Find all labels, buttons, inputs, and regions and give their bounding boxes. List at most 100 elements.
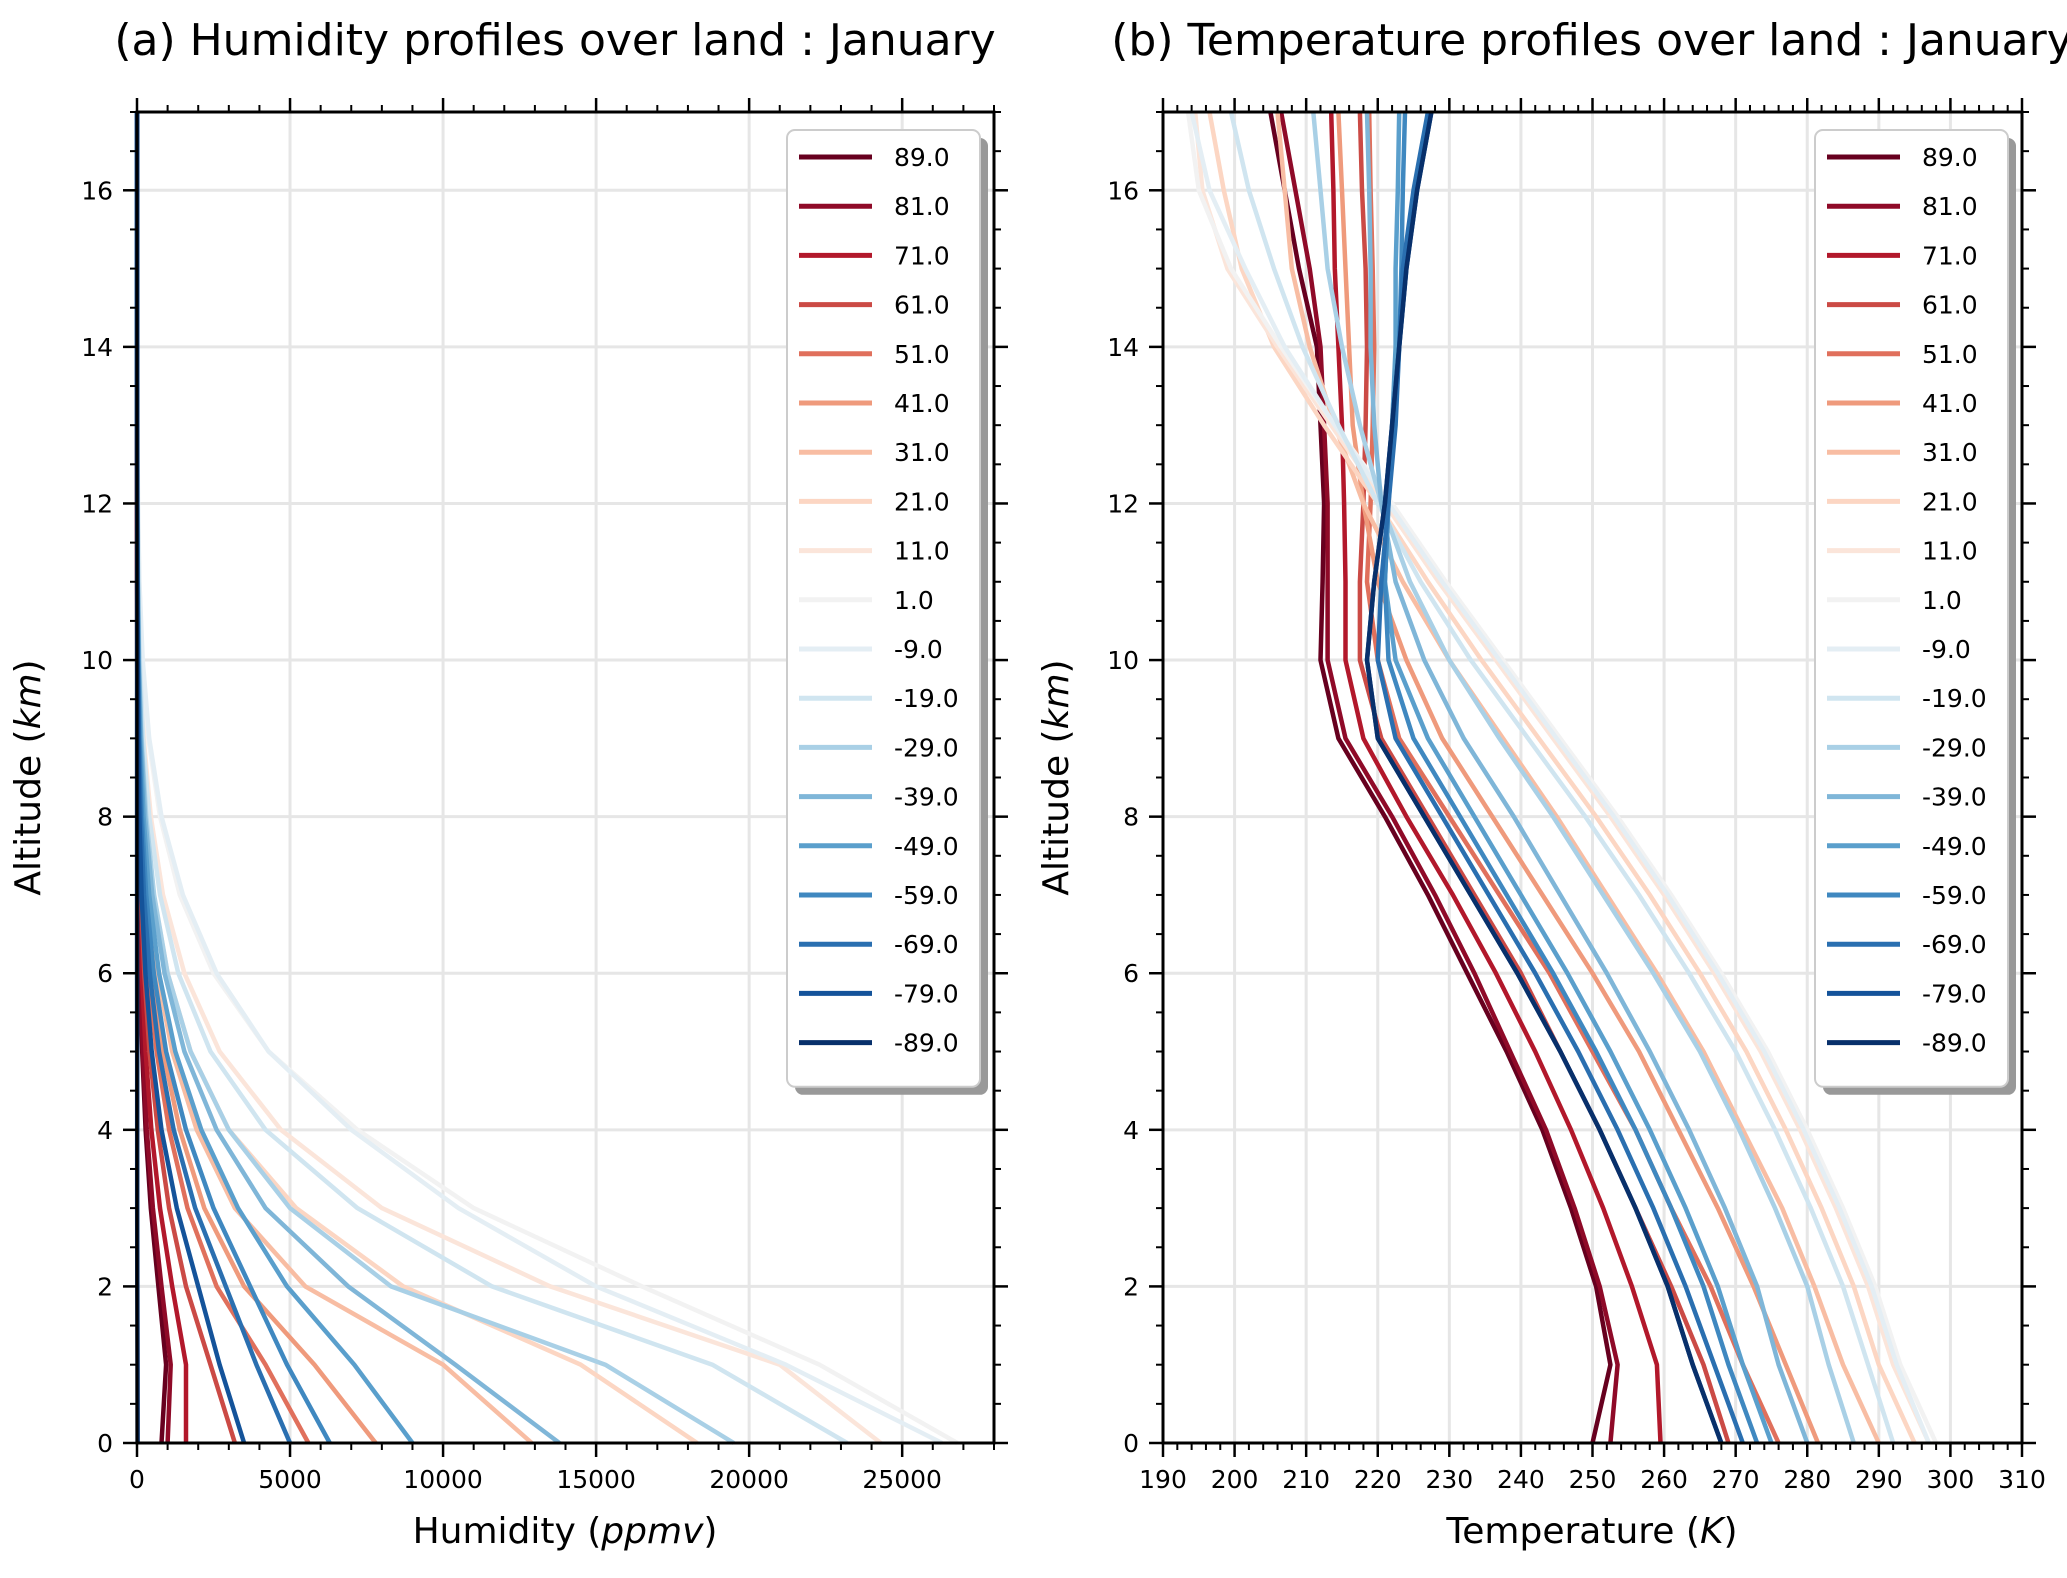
y-tick-label: 0 xyxy=(97,1429,113,1458)
legend-item: 1.0 xyxy=(799,586,934,615)
legend-label: 11.0 xyxy=(894,537,950,566)
x-tick-label: 260 xyxy=(1640,1465,1688,1494)
legend-label: 51.0 xyxy=(1922,340,1978,369)
series-line--39.0 xyxy=(1364,111,1810,1444)
legend-item: -89.0 xyxy=(1827,1029,1987,1058)
chart-title: (a) Humidity profiles over land : Januar… xyxy=(114,15,995,66)
legend-item: 81.0 xyxy=(1827,192,1978,221)
legend: 89.0 81.0 71.0 61.0 51.0 41.0 31.0 21.0 11.0 1.0 -… xyxy=(1814,129,2016,1095)
series-line-89.0 xyxy=(1268,111,1613,1444)
x-tick-label: 210 xyxy=(1282,1465,1330,1494)
legend-label: 11.0 xyxy=(1922,537,1978,566)
legend-label: -29.0 xyxy=(894,733,959,762)
legend-label: -79.0 xyxy=(894,979,959,1008)
legend-label: 1.0 xyxy=(1922,586,1962,615)
legend-item: 89.0 xyxy=(1827,143,1978,172)
legend-label: -89.0 xyxy=(1922,1029,1987,1058)
ticks xyxy=(123,98,1008,1457)
legend-item: -59.0 xyxy=(1827,881,1987,910)
x-tick-label: 270 xyxy=(1712,1465,1760,1494)
series-line--29.0 xyxy=(1311,111,1856,1444)
legend-item: -39.0 xyxy=(1827,783,1987,812)
y-tick-label: 16 xyxy=(81,176,113,205)
x-axis-unit: ppmv xyxy=(600,1511,704,1552)
y-tick-label: 8 xyxy=(97,803,113,832)
legend-label: -19.0 xyxy=(1922,684,1987,713)
legend-label: -89.0 xyxy=(894,1029,959,1058)
series-line-41.0 xyxy=(1336,111,1821,1444)
y-tick-label: 0 xyxy=(1123,1429,1139,1458)
legend-label: 51.0 xyxy=(894,340,950,369)
legend-item: 41.0 xyxy=(799,389,950,418)
x-tick-label: 20000 xyxy=(709,1465,789,1494)
legend-label: -49.0 xyxy=(894,832,959,861)
y-axis-unit: km xyxy=(8,673,49,729)
legend-item: -79.0 xyxy=(799,979,959,1008)
chart-title: (b) Temperature profiles over land : Jan… xyxy=(1111,15,2067,66)
legend-label: 1.0 xyxy=(894,586,934,615)
legend-label: -9.0 xyxy=(1922,635,1971,664)
legend-item: 21.0 xyxy=(799,487,950,516)
x-tick-label: 230 xyxy=(1425,1465,1473,1494)
legend-item: 41.0 xyxy=(1827,389,1978,418)
x-tick-label: 240 xyxy=(1497,1465,1545,1494)
legend-item: 11.0 xyxy=(1827,537,1978,566)
legend-label: -69.0 xyxy=(894,930,959,959)
legend-item: 31.0 xyxy=(799,438,950,467)
x-tick-label: 10000 xyxy=(403,1465,483,1494)
y-axis-label-text: Altitude xyxy=(1036,755,1077,896)
y-tick-label: 6 xyxy=(1123,959,1139,988)
legend-item: -49.0 xyxy=(799,832,959,861)
y-tick-label: 14 xyxy=(1107,333,1139,362)
legend-item: 89.0 xyxy=(799,143,950,172)
legend-label: 89.0 xyxy=(1922,143,1978,172)
y-tick-label: 4 xyxy=(1123,1116,1139,1145)
y-tick-label: 2 xyxy=(97,1272,113,1301)
legend-label: -59.0 xyxy=(1922,881,1987,910)
series-line--19.0 xyxy=(1228,111,1896,1444)
x-tick-label: 250 xyxy=(1569,1465,1617,1494)
temperature-panel: (b) Temperature profiles over land : Jan… xyxy=(1036,15,2067,1552)
legend-item: 71.0 xyxy=(799,241,950,270)
y-tick-label: 12 xyxy=(1107,489,1139,518)
legend-label: 71.0 xyxy=(894,241,950,270)
legend-item: -79.0 xyxy=(1827,979,1987,1008)
legend-item: -69.0 xyxy=(799,930,959,959)
y-axis-label: Altitude (km) xyxy=(8,659,49,895)
legend-label: 21.0 xyxy=(1922,487,1978,516)
series-line-31.0 xyxy=(1275,111,1881,1444)
x-tick-label: 5000 xyxy=(258,1465,322,1494)
x-tick-label: 15000 xyxy=(556,1465,636,1494)
series-line--89.0 xyxy=(1364,111,1724,1444)
y-tick-label: 8 xyxy=(1123,803,1139,832)
legend-item: 61.0 xyxy=(799,291,950,320)
legend-item: 51.0 xyxy=(1827,340,1978,369)
legend-item: 1.0 xyxy=(1827,586,1962,615)
x-tick-label: 0 xyxy=(129,1465,145,1494)
y-tick-label: 16 xyxy=(1107,176,1139,205)
y-tick-label: 10 xyxy=(81,646,113,675)
legend-item: -39.0 xyxy=(799,783,959,812)
legend-item: -89.0 xyxy=(799,1029,959,1058)
legend-label: -29.0 xyxy=(1922,733,1987,762)
series-line-1.0 xyxy=(1185,111,1939,1444)
legend-item: -59.0 xyxy=(799,881,959,910)
x-tick-label: 280 xyxy=(1783,1465,1831,1494)
legend-item: -9.0 xyxy=(799,635,943,664)
series-line--49.0 xyxy=(1382,111,1774,1444)
legend-label: -59.0 xyxy=(894,881,959,910)
legend-label: 81.0 xyxy=(1922,192,1978,221)
x-tick-label: 220 xyxy=(1354,1465,1402,1494)
y-axis-unit: km xyxy=(1036,673,1077,729)
legend-item: -49.0 xyxy=(1827,832,1987,861)
legend-item: 71.0 xyxy=(1827,241,1978,270)
legend-label: -49.0 xyxy=(1922,832,1987,861)
y-tick-label: 12 xyxy=(81,489,113,518)
y-tick-label: 14 xyxy=(81,333,113,362)
y-axis-label: Altitude (km) xyxy=(1036,659,1077,895)
legend-label: 81.0 xyxy=(894,192,950,221)
legend-item: -19.0 xyxy=(799,684,959,713)
legend-item: 61.0 xyxy=(1827,291,1978,320)
x-axis-label: Temperature (K) xyxy=(1445,1511,1737,1552)
